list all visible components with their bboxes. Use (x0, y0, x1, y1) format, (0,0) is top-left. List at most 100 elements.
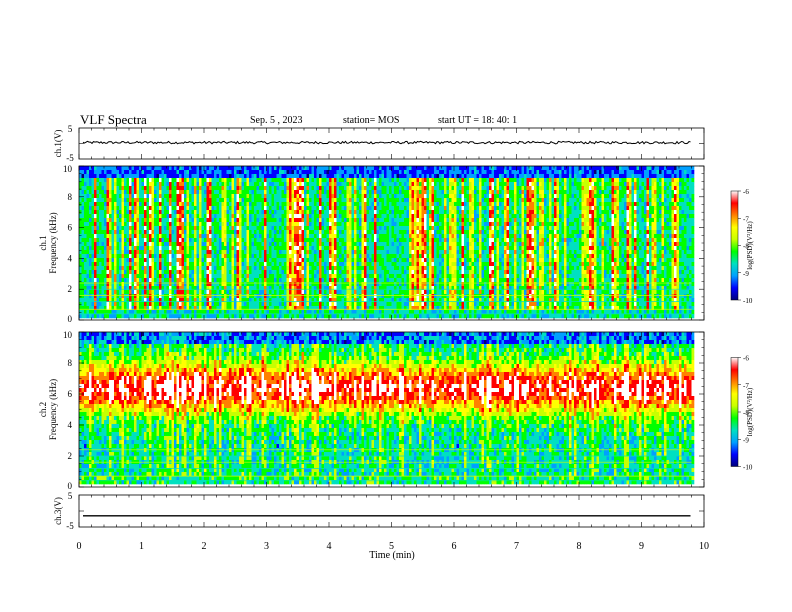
ch1-spectrogram-panel-cell (211, 258, 215, 263)
ch1-spectrogram-panel-cell (84, 234, 87, 239)
ch1-spectrogram-panel-cell (166, 214, 170, 219)
ch1-spectrogram-panel-cell (81, 294, 85, 299)
ch1-spectrogram-panel-cell (146, 214, 150, 219)
ch1-spectrogram-panel-cell (319, 274, 322, 279)
ch1-spectrogram-panel-cell (264, 274, 267, 279)
ch1-spectrogram-panel-cell (344, 170, 347, 175)
ch1-spectrogram-panel-cell (114, 186, 117, 191)
ch1-spectrogram-panel-cell (266, 294, 270, 299)
ch1-spectrogram-panel-cell (396, 286, 400, 291)
ch1-spectrogram-panel-cell (304, 310, 307, 315)
ch1-spectrogram-panel-cell (236, 234, 240, 239)
ch1-spectrogram-panel-cell (361, 246, 365, 251)
ch1-spectrogram-panel-cell (156, 214, 160, 219)
ch1-spectrogram-panel-cell (81, 238, 85, 243)
ch1-spectrogram-panel-cell (199, 282, 202, 287)
ch1-spectrogram-panel-cell (256, 210, 260, 215)
ch1-spectrogram-panel-cell (349, 274, 352, 279)
ch1-spectrogram-panel-cell (206, 226, 210, 231)
ch1-spectrogram-panel-cell (349, 286, 352, 291)
ch1-spectrogram-panel-cell (381, 194, 385, 199)
ch1-spectrogram-panel-cell (219, 250, 222, 255)
ch1-spectrogram-panel-cell (361, 270, 365, 275)
ch1-spectrogram-panel-cell (256, 234, 260, 239)
ch1-spectrogram-panel-cell (316, 206, 320, 211)
ch1-spectrogram-panel-cell (361, 178, 365, 183)
ch1-spectrogram-panel-cell (289, 282, 292, 287)
ch1-spectrogram-panel-cell (86, 290, 90, 295)
ch1-spectrogram-panel-cell (311, 286, 315, 291)
ch1-spectrogram-panel-cell (356, 314, 360, 319)
ch1-spectrogram-panel-cell (241, 234, 245, 239)
ch1-spectrogram-panel-cell (216, 166, 220, 171)
ch1-spectrogram-panel-cell (309, 214, 312, 219)
ch1-spectrogram-panel-cell (244, 174, 247, 179)
ch1-spectrogram-panel-cell (181, 274, 185, 279)
ch1-spectrogram-panel-cell (301, 178, 305, 183)
ch1-spectrogram-panel-cell (186, 186, 190, 191)
ch1-spectrogram-panel-cell (216, 290, 220, 295)
ch1-spectrogram-panel-cell (354, 206, 357, 211)
ch1-spectrogram-panel-cell (141, 290, 145, 295)
ch1-spectrogram-panel-cell (276, 178, 280, 183)
ch1-spectrogram-panel-cell (366, 194, 370, 199)
ch1-spectrogram-panel-cell (149, 254, 152, 259)
ch1-spectrogram-panel-cell (199, 250, 202, 255)
ch1-spectrogram-panel-cell (256, 222, 260, 227)
ch1-spectrogram-panel-cell (356, 250, 360, 255)
ch1-spectrogram-panel-cell (264, 202, 267, 207)
ch1-spectrogram-panel-cell (174, 202, 177, 207)
ch1-spectrogram-panel-cell (266, 174, 270, 179)
ch1-spectrogram-panel-cell (176, 314, 180, 319)
ch1-spectrogram-panel-cell (304, 198, 307, 203)
ch1-spectrogram-panel-cell (106, 202, 110, 207)
ch1-spectrogram-panel-cell (219, 290, 222, 295)
ch1-spectrogram-panel-cell (104, 270, 107, 275)
ch1-spectrogram-panel-cell (246, 166, 250, 171)
ch1-spectrogram-panel-cell (181, 166, 185, 171)
ch1-spectrogram-panel-cell (254, 198, 257, 203)
ch1-spectrogram-panel-cell (229, 190, 232, 195)
ch1-spectrogram-panel-cell (146, 266, 150, 271)
ch1-spectrogram-panel-cell (364, 198, 367, 203)
ch1-spectrogram-panel-cell (106, 222, 110, 227)
ch1-spectrogram-panel-cell (126, 314, 130, 319)
ch1-spectrogram-panel-cell (191, 174, 195, 179)
ch1-spectrogram-panel-cell (139, 298, 142, 303)
ch1-spectrogram-panel-cell (124, 242, 127, 247)
ch1-spectrogram-panel-cell (251, 298, 255, 303)
ch1-spectrogram-panel-cell (246, 286, 250, 291)
ch1-spectrogram-panel-cell (289, 286, 292, 291)
ch1-spectrogram-panel-cell (369, 310, 372, 315)
ch1-spectrogram-panel-cell (269, 306, 272, 311)
ch1-spectrogram-panel-cell (166, 294, 170, 299)
ch1-spectrogram-panel-cell (94, 198, 97, 203)
ch1-spectrogram-panel-cell (234, 274, 237, 279)
ch1-spectrogram-panel-cell (371, 190, 375, 195)
ch1-spectrogram-panel-cell (249, 218, 252, 223)
ch1-spectrogram-panel-cell (241, 310, 245, 315)
ch1-spectrogram-panel-cell (364, 310, 367, 315)
ch1-spectrogram-panel-cell (141, 194, 145, 199)
ch1-spectrogram-panel-cell (366, 226, 370, 231)
ch1-spectrogram-panel-cell (124, 266, 127, 271)
ch1-spectrogram-panel-cell (314, 286, 317, 291)
ch1-spectrogram-panel-cell (134, 282, 137, 287)
ch1-spectrogram-panel-cell (169, 254, 172, 259)
ch1-spectrogram-panel-cell (186, 290, 190, 295)
ch1-spectrogram-panel-cell (381, 182, 385, 187)
ch1-spectrogram-panel-cell (294, 238, 297, 243)
ch1-spectrogram-panel-cell (126, 266, 130, 271)
ch1-spectrogram-panel-cell (289, 302, 292, 307)
ch1-spectrogram-panel-cell (266, 166, 270, 171)
ch1-spectrogram-panel-cell (159, 286, 162, 291)
ch1-spectrogram-panel-cell (344, 278, 347, 283)
ch1-spectrogram-panel-cell (281, 166, 285, 171)
ch1-spectrogram-panel-cell (209, 302, 212, 307)
ch1-spectrogram-panel-cell (326, 270, 330, 275)
ch1-spectrogram-panel-cell (109, 190, 112, 195)
start-time-label: start UT = 18: 40: 1 (438, 115, 518, 126)
ch1-spectrogram-panel-cell (149, 306, 152, 311)
ch1-spectrogram-panel-cell (164, 238, 167, 243)
ch1-spectrogram-panel-cell (99, 174, 102, 179)
